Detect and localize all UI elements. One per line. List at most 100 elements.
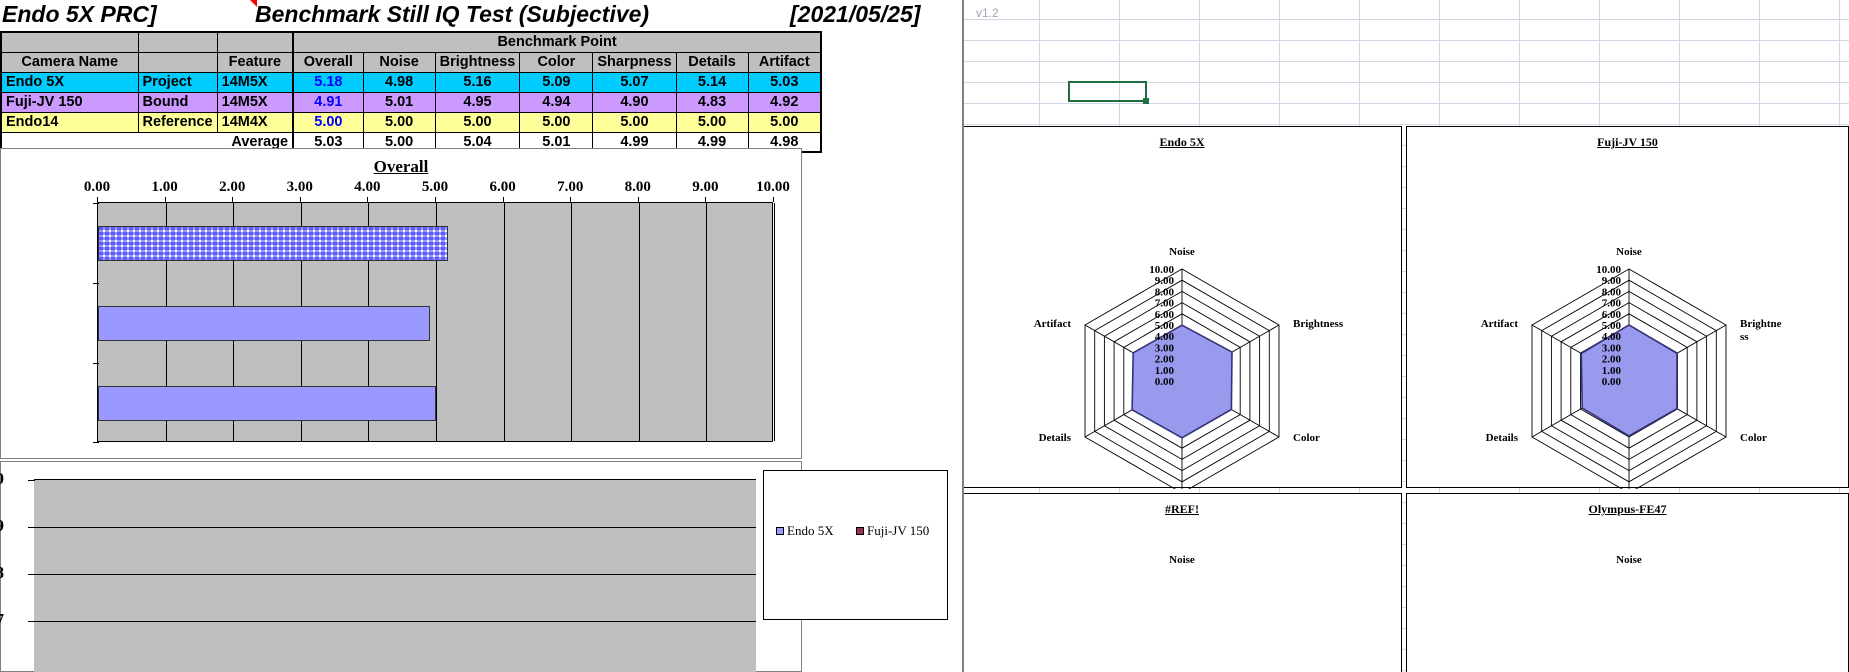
col-header-artifact: Artifact — [747, 51, 823, 73]
radar-axis-label: Artifact — [1034, 318, 1072, 330]
cell-color[interactable]: 5.09 — [519, 71, 594, 93]
radar-axis-label: Details — [1486, 432, 1519, 444]
x-tick-mark — [773, 197, 774, 202]
x-tick-label: 7.00 — [557, 179, 584, 195]
cell-color[interactable]: 4.94 — [519, 91, 594, 113]
gridline — [571, 203, 572, 441]
legend-item[interactable]: Endo 5X — [776, 523, 834, 539]
pane-splitter[interactable] — [962, 0, 964, 672]
secondary-chart[interactable]: 10 9 8 7 Endo 5X Fuji-JV 150 — [0, 461, 948, 672]
page-title: Benchmark Still IQ Test (Subjective) — [255, 1, 650, 27]
cell-details[interactable]: 5.00 — [675, 111, 749, 133]
cell-average-artifact: 4.98 — [747, 131, 823, 153]
gridline — [436, 203, 437, 441]
radar-chart-endo5x[interactable]: Endo 5X 10.00 9.00 8.00 7.00 6.00 5.00 4.00 3.0… — [962, 126, 1402, 489]
x-tick-mark — [435, 197, 436, 202]
plot-area — [93, 202, 775, 443]
cell-color[interactable]: 5.00 — [519, 111, 594, 133]
fill-handle[interactable] — [1143, 98, 1149, 104]
overall-bar-chart[interactable]: Overall 0.00 1.00 2.00 3.00 4.00 5.00 6.00 7.00… — [0, 148, 802, 459]
radar-axis-label: Color — [1293, 432, 1320, 444]
cell-role[interactable]: Project — [137, 71, 218, 93]
x-tick-label: 9.00 — [692, 179, 719, 195]
cell-feature[interactable]: 14M5X — [216, 71, 294, 93]
y-tick-label: 10 — [0, 469, 4, 489]
cell-sharpness[interactable]: 4.90 — [592, 91, 677, 113]
gridline — [639, 203, 640, 441]
x-tick-label: 10.00 — [756, 179, 790, 195]
radar-axis-label: ss — [1740, 331, 1749, 343]
radial-tick-label: 8.00 — [1155, 286, 1175, 298]
radial-tick-label: 7.00 — [1155, 298, 1175, 310]
selected-cell[interactable] — [1068, 81, 1147, 102]
col-header-brightness: Brightness — [434, 51, 521, 73]
radar-chart-ref-error[interactable]: #REF! Noise — [962, 493, 1402, 672]
cell-noise[interactable]: 4.98 — [362, 71, 436, 93]
col-header-color: Color — [519, 51, 594, 73]
radar-series-polygon — [1131, 324, 1233, 439]
radial-tick-label: 7.00 — [1602, 298, 1622, 310]
radial-tick-label: 3.00 — [1602, 342, 1622, 354]
cell-brightness[interactable]: 4.95 — [434, 91, 521, 113]
cell-camera-name[interactable]: Fuji-JV 150 — [0, 91, 139, 113]
radar-chart-fuji[interactable]: Fuji-JV 150 10.00 9.00 8.00 7.00 6.00 5.00 4.0… — [1406, 126, 1849, 489]
x-tick-mark — [705, 197, 707, 202]
radar-axis-label: Noise — [1616, 554, 1642, 566]
cell-feature[interactable]: 14M4X — [216, 111, 294, 133]
cell-overall[interactable]: 5.18 — [292, 71, 364, 93]
x-tick-mark — [97, 197, 98, 202]
radial-tick-label: 5.00 — [1155, 320, 1175, 332]
y-tick-mark — [28, 574, 35, 575]
cell-sharpness[interactable]: 5.07 — [592, 71, 677, 93]
cell-details[interactable]: 4.83 — [675, 91, 749, 113]
bar[interactable] — [98, 305, 430, 341]
x-tick-label: 4.00 — [354, 179, 381, 195]
chart-title: Olympus-FE47 — [1588, 502, 1667, 516]
cell-noise[interactable]: 5.00 — [362, 111, 436, 133]
x-tick-mark — [637, 197, 639, 202]
cell-artifact[interactable]: 5.03 — [747, 71, 823, 93]
y-tick-mark — [28, 527, 35, 528]
y-tick-mark — [93, 363, 99, 364]
cell-artifact[interactable]: 4.92 — [747, 91, 823, 113]
version-label: v1.2 — [976, 6, 999, 20]
cell-role[interactable]: Reference — [137, 111, 218, 133]
col-header-sharpness: Sharpness — [592, 51, 677, 73]
bar[interactable] — [98, 225, 449, 261]
table-row[interactable]: Endo14 Reference 14M4X 5.00 5.00 5.00 5.… — [0, 111, 823, 133]
radar-axis-label: Noise — [1616, 246, 1642, 258]
radial-tick-label: 0.00 — [1155, 376, 1175, 388]
radar-axis-label: Brightness — [1293, 318, 1344, 330]
col-header-noise: Noise — [362, 51, 436, 73]
y-tick-mark — [93, 203, 99, 204]
cell-brightness[interactable]: 5.16 — [434, 71, 521, 93]
cell-feature[interactable]: 14M5X — [216, 91, 294, 113]
legend-item[interactable]: Fuji-JV 150 — [856, 523, 929, 539]
title-date: [2021/05/25] — [790, 1, 921, 27]
table-row[interactable]: Endo 5X Project 14M5X 5.18 4.98 5.16 5.0… — [0, 71, 823, 93]
x-tick-mark — [570, 197, 572, 202]
bar[interactable] — [98, 385, 436, 421]
x-tick-label: 6.00 — [489, 179, 516, 195]
cell-brightness[interactable]: 5.00 — [434, 111, 521, 133]
cell-noise[interactable]: 5.01 — [362, 91, 436, 113]
chart-legend[interactable]: Endo 5X Fuji-JV 150 — [763, 470, 948, 620]
cell-camera-name[interactable]: Endo 5X — [0, 71, 139, 93]
y-tick-mark — [28, 621, 35, 622]
cell-camera-name[interactable]: Endo14 — [0, 111, 139, 133]
table-average-row[interactable]: Average 5.03 5.00 5.04 5.01 4.99 4.99 4.… — [0, 131, 823, 153]
x-tick-mark — [299, 197, 301, 202]
cell-details[interactable]: 5.14 — [675, 71, 749, 93]
cell-overall[interactable]: 4.91 — [292, 91, 364, 113]
cell-sharpness[interactable]: 5.00 — [592, 111, 677, 133]
cell-artifact[interactable]: 5.00 — [747, 111, 823, 133]
cell-overall[interactable]: 5.00 — [292, 111, 364, 133]
radar-plot: 10.009.008.007.006.005.004.003.002.001.0… — [1034, 246, 1344, 489]
cell-role[interactable]: Bound — [137, 91, 218, 113]
radar-plot: 10.009.008.007.006.005.004.003.002.001.0… — [1481, 246, 1782, 489]
x-tick-label: 1.00 — [151, 179, 178, 195]
radar-chart-olympus[interactable]: Olympus-FE47 Noise — [1406, 493, 1849, 672]
y-tick-mark — [28, 480, 35, 481]
radial-tick-label: 9.00 — [1602, 275, 1622, 287]
table-row[interactable]: Fuji-JV 150 Bound 14M5X 4.91 5.01 4.95 4… — [0, 91, 823, 113]
